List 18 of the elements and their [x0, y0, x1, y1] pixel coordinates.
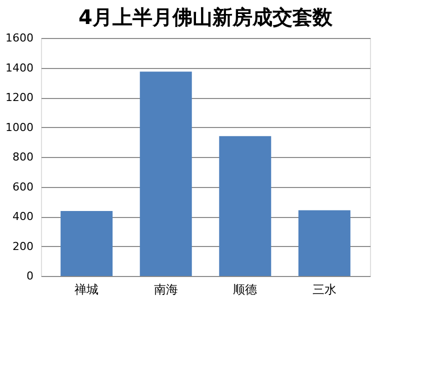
bar: [60, 210, 113, 276]
y-tick-label: 200: [12, 240, 34, 253]
y-tick-label: 800: [12, 150, 34, 164]
bar: [140, 72, 192, 276]
y-tick-label: 400: [12, 210, 34, 223]
y-tick-label: 1000: [6, 120, 34, 134]
y-tick-label: 0: [26, 270, 34, 282]
bar: [219, 136, 272, 276]
x-tick-label: 三水: [312, 282, 336, 296]
x-tick-label: 禅城: [74, 282, 99, 296]
y-tick-label: 600: [12, 180, 34, 194]
y-tick-label: 1200: [6, 91, 34, 104]
x-tick-label: 顺德: [233, 282, 258, 296]
y-tick-label: 1400: [6, 61, 34, 74]
x-tick-label: 南海: [154, 282, 178, 296]
y-tick-label: 1600: [6, 32, 34, 44]
bar: [298, 210, 350, 276]
chart-title: 4月上半月佛山新房成交套数: [78, 5, 334, 29]
